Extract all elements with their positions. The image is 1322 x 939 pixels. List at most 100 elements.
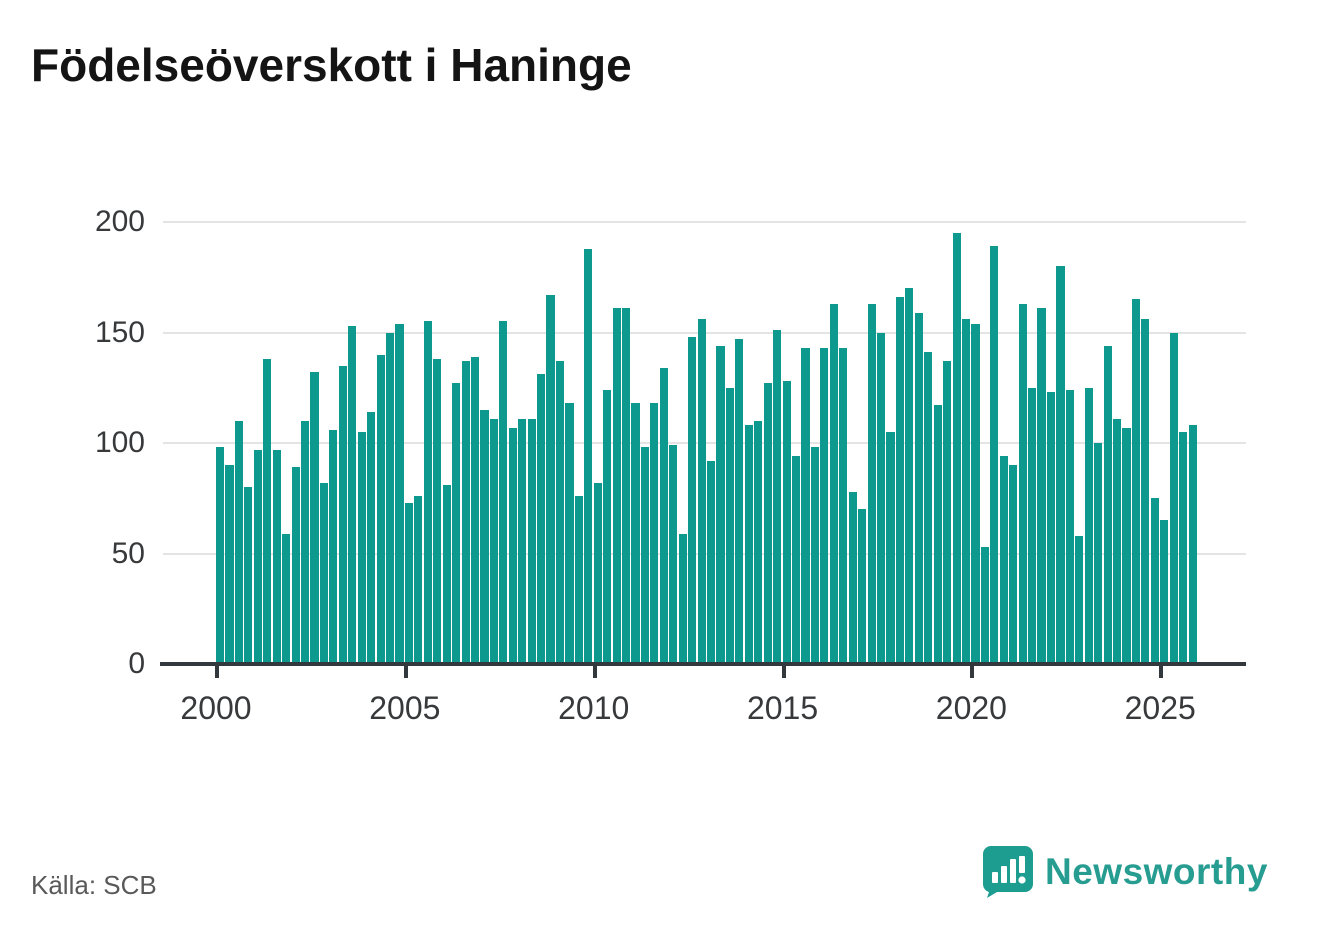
bar-2011-q4	[659, 367, 668, 664]
bar-2016-q3	[839, 347, 848, 664]
bar-2000-q4	[244, 487, 253, 664]
x-tick-2025	[1159, 666, 1164, 678]
newsworthy-logo[interactable]: Newsworthy	[983, 846, 1268, 898]
bar-2006-q3	[461, 361, 470, 664]
bar-2003-q1	[329, 429, 338, 664]
y-tick-label-0: 0	[128, 647, 145, 680]
bar-2005-q2	[414, 496, 423, 664]
bar-2022-q3	[1065, 389, 1074, 664]
y-tick-label-150: 150	[94, 315, 145, 349]
y-tick-label-200: 200	[94, 205, 145, 238]
bar-2013-q3	[725, 387, 735, 664]
bar-2012-q1	[669, 445, 678, 664]
x-tick-2015	[781, 666, 786, 678]
bar-2002-q2	[300, 420, 310, 664]
bar-2007-q4	[508, 427, 517, 664]
bar-2023-q2	[1094, 443, 1103, 664]
bar-2004-q4	[395, 323, 404, 664]
bar-2015-q4	[810, 447, 819, 664]
bar-2024-q1	[1122, 427, 1131, 664]
x-tick-label-2015: 2015	[746, 690, 819, 726]
gridline-200	[163, 221, 1246, 223]
bar-2001-q3	[272, 449, 281, 664]
bar-2000-q1	[216, 447, 225, 664]
bar-2015-q3	[801, 347, 810, 664]
bar-2025-q1	[1160, 520, 1169, 664]
bar-2002-q4	[319, 482, 328, 664]
bar-2010-q3	[612, 308, 621, 664]
bar-2008-q4	[546, 294, 555, 664]
bar-2020-q3	[990, 246, 999, 664]
bar-2014-q1	[744, 425, 753, 664]
bar-2018-q3	[914, 312, 923, 664]
bar-2018-q1	[895, 297, 904, 664]
bar-2022-q4	[1075, 535, 1084, 664]
x-tick-label-2020: 2020	[935, 690, 1007, 726]
bar-2010-q4	[622, 308, 631, 664]
bar-2015-q2	[791, 456, 801, 664]
bar-2017-q2	[867, 303, 876, 664]
bar-2023-q3	[1103, 345, 1112, 664]
bar-2008-q3	[537, 374, 546, 664]
x-tick-2010	[592, 666, 597, 678]
chart-title: Födelseöverskott i Haninge	[31, 39, 632, 91]
bar-2020-q4	[999, 456, 1008, 664]
bar-2006-q1	[442, 484, 451, 664]
bar-2016-q2	[829, 303, 838, 664]
bar-2019-q3	[952, 233, 961, 664]
bar-2011-q3	[650, 403, 659, 664]
bar-2019-q1	[933, 405, 942, 664]
x-tick-2020	[970, 666, 975, 678]
bar-2017-q1	[858, 509, 867, 664]
bar-2010-q2	[603, 389, 612, 664]
y-tick-label-50: 50	[111, 536, 145, 570]
bar-2024-q4	[1150, 498, 1159, 664]
bar-2006-q2	[452, 383, 461, 664]
bar-2016-q4	[848, 491, 857, 664]
bar-2019-q4	[961, 319, 971, 664]
bar-2001-q1	[253, 449, 262, 664]
x-tick-label-2025: 2025	[1124, 690, 1196, 726]
bar-2025-q2	[1169, 332, 1178, 664]
bar-2002-q3	[310, 372, 319, 664]
bar-2012-q3	[688, 336, 697, 664]
bar-2021-q4	[1037, 308, 1046, 664]
bar-2021-q1	[1009, 465, 1018, 664]
bar-2017-q3	[876, 332, 886, 664]
bar-2022-q2	[1056, 266, 1065, 664]
bar-2004-q2	[376, 354, 385, 664]
bar-2011-q2	[640, 447, 650, 664]
bar-2015-q1	[782, 381, 791, 664]
bar-2003-q2	[338, 365, 347, 664]
bar-2009-q3	[574, 496, 583, 664]
bar-2023-q1	[1084, 387, 1093, 664]
bar-2007-q1	[480, 409, 489, 664]
bar-2011-q1	[631, 403, 640, 664]
x-tick-2000	[215, 666, 219, 678]
bar-2025-q4	[1188, 425, 1197, 664]
bar-2009-q1	[555, 361, 565, 664]
bar-2012-q2	[678, 533, 687, 664]
x-tick-label-2010: 2010	[558, 690, 630, 726]
bar-2005-q1	[404, 502, 413, 664]
source-caption: Källa: SCB	[31, 870, 157, 900]
bar-2009-q2	[565, 403, 574, 664]
bar-2014-q4	[773, 330, 782, 664]
bar-2004-q1	[367, 412, 376, 664]
bar-2001-q2	[263, 359, 272, 664]
bar-2022-q1	[1046, 392, 1056, 664]
bar-2025-q3	[1179, 431, 1188, 664]
bar-2000-q2	[225, 465, 234, 664]
bar-2005-q4	[433, 359, 442, 664]
bar-2023-q4	[1113, 418, 1122, 664]
bar-2021-q3	[1028, 387, 1037, 664]
bar-2014-q2	[754, 420, 763, 664]
bar-2020-q2	[980, 546, 989, 664]
x-tick-label-2005: 2005	[369, 690, 441, 726]
bar-2000-q3	[234, 420, 244, 664]
bar-2004-q3	[385, 332, 395, 664]
bar-2009-q4	[584, 248, 593, 664]
bar-2008-q2	[527, 418, 536, 664]
bar-2003-q4	[357, 431, 366, 664]
bar-2016-q1	[820, 347, 829, 664]
